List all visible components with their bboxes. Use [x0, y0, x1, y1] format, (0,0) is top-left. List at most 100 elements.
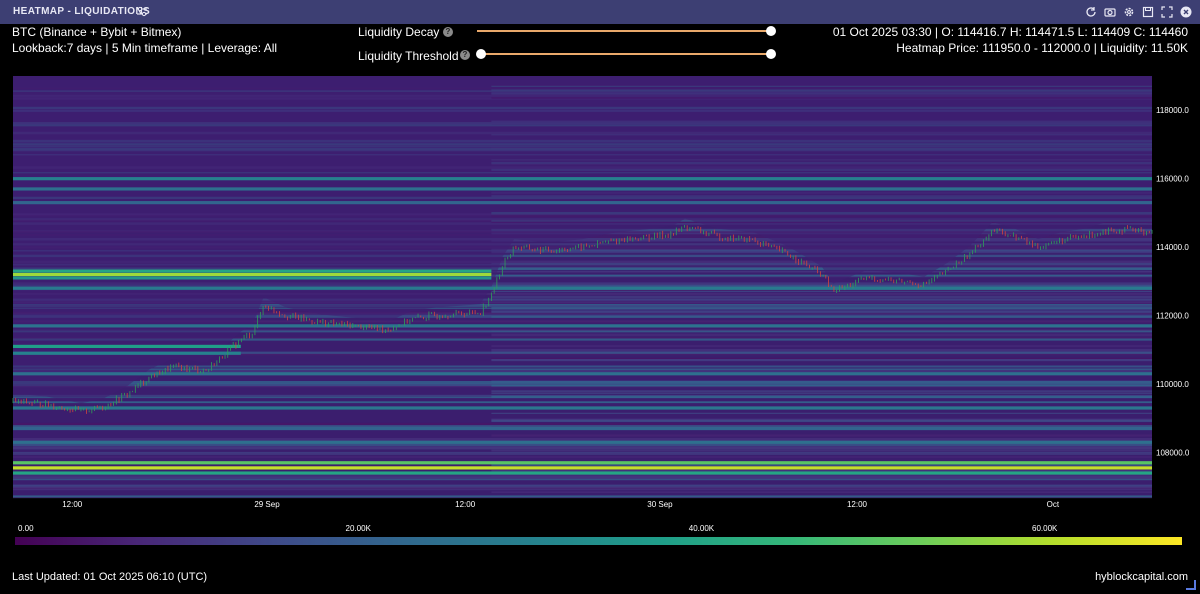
heat-streak	[13, 486, 1152, 489]
x-tick-label: 29 Sep	[254, 500, 280, 509]
decay-slider-knob[interactable]	[766, 26, 776, 36]
x-tick-label: 12:00	[847, 500, 868, 509]
heat-streak	[13, 329, 1152, 331]
heat-streak	[491, 464, 1152, 466]
close-icon[interactable]	[1179, 5, 1192, 18]
heat-streak	[13, 351, 1152, 355]
heat-streak	[13, 336, 1152, 339]
decay-label: Liquidity Decay	[358, 25, 440, 39]
heat-streak	[13, 307, 1152, 309]
heat-band	[13, 440, 1152, 444]
y-tick-label: 112000.0	[1156, 312, 1189, 321]
heat-streak	[491, 384, 1152, 387]
heat-streak	[491, 434, 1152, 437]
heat-streak	[13, 337, 1152, 341]
gear-icon[interactable]	[1122, 5, 1135, 18]
heat-streak	[13, 478, 1152, 481]
threshold-slider-track[interactable]	[481, 53, 771, 55]
heat-band	[13, 351, 241, 355]
colorbar-tick-label: 60.00K	[1032, 524, 1058, 533]
heat-streak	[13, 453, 1152, 455]
heat-streak	[13, 298, 1152, 300]
heat-band	[13, 269, 492, 273]
heat-streak	[13, 254, 1152, 258]
save-icon[interactable]	[1141, 5, 1154, 18]
window-titlebar: HEATMAP - LIQUIDATIONS	[0, 0, 1200, 24]
heat-streak	[13, 237, 1152, 241]
heat-streak	[491, 345, 1152, 347]
camera-icon[interactable]	[1103, 5, 1116, 18]
heat-streak	[491, 470, 1152, 472]
heat-streak	[13, 446, 1152, 450]
heat-streak	[491, 348, 1152, 352]
heat-streak	[13, 250, 1152, 252]
heatmap-readout: Heatmap Price: 111950.0 - 112000.0 | Liq…	[896, 41, 1188, 55]
heat-streak	[491, 290, 1152, 293]
heat-streak	[491, 449, 1152, 452]
decay-help-icon[interactable]: ?	[443, 27, 453, 37]
x-tick-label: 12:00	[62, 500, 83, 509]
heat-streak	[491, 475, 1152, 479]
heat-streak	[13, 495, 1152, 498]
heat-streak	[491, 390, 1152, 393]
threshold-min-knob[interactable]	[476, 49, 486, 59]
heat-band	[13, 187, 1152, 191]
y-tick-label: 116000.0	[1156, 175, 1189, 184]
heat-streak	[13, 320, 1152, 323]
heat-streak	[13, 292, 1152, 295]
heat-streak	[13, 425, 1152, 428]
heat-streak	[13, 267, 1152, 271]
heat-streak	[491, 295, 1152, 299]
heat-streak	[13, 437, 1152, 441]
heat-streak	[491, 310, 1152, 313]
heat-band	[13, 201, 1152, 205]
last-updated: Last Updated: 01 Oct 2025 06:10 (UTC)	[12, 571, 208, 583]
heat-streak	[13, 496, 1152, 499]
ohlc-readout: 01 Oct 2025 03:30 | O: 114416.7 H: 11447…	[832, 25, 1188, 39]
heat-streak	[13, 401, 1152, 404]
heat-streak	[13, 368, 1152, 371]
heat-band	[13, 276, 492, 280]
expand-icon[interactable]	[1160, 5, 1173, 18]
heat-streak	[491, 358, 1152, 362]
brand-label: hyblockcapital.com	[1095, 571, 1188, 583]
heat-band	[13, 426, 1152, 431]
heat-streak	[13, 243, 1152, 246]
heat-streak	[13, 381, 1152, 384]
threshold-max-knob[interactable]	[766, 49, 776, 59]
window-title: HEATMAP - LIQUIDATIONS	[13, 6, 151, 17]
heat-streak	[13, 365, 1152, 368]
decay-slider-track[interactable]	[477, 30, 771, 32]
heat-band	[13, 471, 1152, 475]
y-tick-label: 108000.0	[1156, 449, 1190, 458]
params-label: Lookback:7 days | 5 Min timeframe | Leve…	[12, 41, 278, 55]
refresh-icon[interactable]	[1084, 5, 1097, 18]
x-tick-label: 30 Sep	[647, 500, 673, 509]
threshold-help-icon[interactable]: ?	[460, 50, 470, 60]
heat-streak	[491, 392, 1152, 395]
colorbar-tick-label: 40.00K	[689, 524, 715, 533]
heat-streak	[13, 385, 1152, 388]
heatmap-chart[interactable]: 118000.0 116000.0 114000.0 112000.0 110000.0…	[0, 68, 1200, 558]
heat-streak	[13, 304, 1152, 307]
heat-streak	[13, 302, 1152, 304]
heat-streak	[13, 263, 1152, 266]
y-tick-label: 114000.0	[1156, 243, 1189, 252]
heat-streak	[491, 333, 1152, 337]
heat-streak	[13, 444, 1152, 446]
resize-handle[interactable]	[1186, 580, 1196, 590]
heat-streak	[13, 439, 1152, 442]
colorbar-tick-label: 20.00K	[346, 524, 372, 533]
asset-label: BTC (Binance + Bybit + Bitmex)	[12, 25, 182, 39]
swept-liquidity-region	[13, 76, 1152, 404]
sliders-icon[interactable]	[136, 5, 148, 17]
heat-streak	[491, 395, 1152, 399]
heat-streak	[13, 301, 1152, 303]
heat-streak	[13, 484, 1152, 487]
x-tick-label: 12:00	[455, 500, 476, 509]
heat-streak	[491, 316, 1152, 318]
heat-streak	[13, 246, 1152, 249]
heat-streak	[13, 451, 1152, 454]
heat-streak	[13, 260, 1152, 264]
colorbar-tick-label: 0.00	[18, 524, 34, 533]
